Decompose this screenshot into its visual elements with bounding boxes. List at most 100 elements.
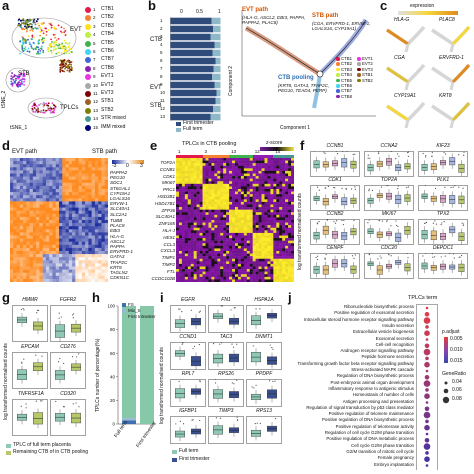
tsne-point <box>65 65 68 68</box>
e-heat-cell <box>181 251 186 254</box>
e-heat-cell <box>267 261 271 265</box>
e-heat-cell <box>208 238 212 241</box>
tsne-legend-id: 15 <box>93 124 99 130</box>
d-heat-cell <box>68 179 73 184</box>
tsne-point <box>30 26 33 28</box>
d-heat-cell <box>10 179 14 184</box>
e-heat-cell <box>240 240 245 244</box>
e-heat-cell <box>276 243 280 247</box>
d-heat-cell <box>75 201 79 205</box>
e-heat-cell <box>196 183 200 187</box>
e-heat-cell <box>176 243 180 247</box>
d-heat-cell <box>94 278 99 282</box>
e-heat-cell <box>264 251 268 254</box>
c-legend-label: STB1 <box>362 72 373 78</box>
d-heat-cell <box>72 269 76 273</box>
e-heat-cell <box>199 183 203 187</box>
d-heat-cell <box>29 266 34 270</box>
e-heat-cell <box>193 225 197 228</box>
e-heat-cell <box>226 248 230 252</box>
e-heat-cell <box>267 181 271 185</box>
e-heat-cell <box>223 158 227 161</box>
tsne-point <box>42 105 45 108</box>
e-heat-cell <box>237 217 242 221</box>
e-heat-cell <box>205 183 209 187</box>
d-heat-cell <box>49 216 53 221</box>
e-heat-cell <box>235 230 239 234</box>
d-heat-cell <box>101 164 106 168</box>
d-heat-cell <box>55 247 60 252</box>
d-heat-cell <box>39 170 43 174</box>
e-heat-cell <box>178 165 183 169</box>
e-heat-cell <box>255 181 259 185</box>
b-tick-0: 0 <box>180 9 183 15</box>
e-heat-cell <box>243 158 247 161</box>
e-heat-cell <box>258 243 262 247</box>
e-heat-cell <box>187 220 191 223</box>
e-heat-cell <box>270 279 274 282</box>
e-heat-cell <box>288 225 292 228</box>
e-heat-cell <box>196 232 200 236</box>
e-title: TPLCs in CTB pooling <box>182 141 237 147</box>
d-heat-cell <box>78 201 83 205</box>
e-heat-cell <box>199 251 203 254</box>
d-heat-cell <box>42 260 47 264</box>
e-heat-cell <box>211 158 215 161</box>
e-heat-cell <box>291 227 294 231</box>
d-heat-cell <box>39 182 43 187</box>
d-heat-cell <box>101 213 106 218</box>
e-heat-cell <box>214 253 218 257</box>
e-heat-cell <box>273 217 277 221</box>
tsne-point <box>24 48 27 51</box>
e-heat-cell <box>249 235 253 239</box>
e-heat-cell <box>282 276 286 280</box>
d-heat-cell <box>62 164 66 168</box>
d-heat-cell <box>42 263 47 267</box>
e-heat-cell <box>205 258 209 262</box>
e-heat-cell <box>258 261 262 265</box>
e-heat-cell <box>240 173 245 177</box>
tsne-legend-label: EVT3 <box>101 90 114 96</box>
e-heat-cell <box>288 220 292 223</box>
e-heat-cell <box>267 271 271 275</box>
e-heat-cell <box>199 271 203 275</box>
e-heat-cell <box>190 240 194 244</box>
e-heat-cell <box>252 209 256 213</box>
e-heat-cell <box>255 279 259 282</box>
d-heat-cell <box>91 195 96 199</box>
d-heat-cell <box>72 198 76 202</box>
d-heat-cell <box>88 247 92 252</box>
d-heat-cell <box>13 223 17 227</box>
e-heat-cell <box>237 165 242 169</box>
e-heat-cell <box>255 178 259 182</box>
d-heat-cell <box>88 167 92 171</box>
trajectory-plot <box>241 10 376 117</box>
e-heat-cell <box>264 183 268 187</box>
tsne-point <box>34 21 37 24</box>
d-heat-cell <box>49 164 53 168</box>
e-heat-cell <box>184 173 188 177</box>
d-heat-cell <box>23 170 27 174</box>
e-heat-cell <box>176 217 180 221</box>
d-heat-cell <box>81 247 86 252</box>
d-heat-cell <box>13 198 17 202</box>
e-heat-cell <box>217 181 221 185</box>
e-gene-label: ZFP36 <box>161 207 175 213</box>
e-heat-cell <box>255 235 259 239</box>
j-dot <box>425 306 429 310</box>
e-heat-cell <box>229 173 233 177</box>
e-heat-cell <box>261 196 265 200</box>
e-heat-cell <box>246 191 250 195</box>
e-heat-cell <box>291 225 294 228</box>
e-heat-cell <box>220 243 224 247</box>
e-heat-cell <box>273 178 277 182</box>
d-heat-cell <box>75 158 79 162</box>
d-heat-cell <box>94 257 99 261</box>
j-dot <box>425 401 429 404</box>
d-heat-cell <box>91 192 96 196</box>
d-heat-cell <box>55 263 60 267</box>
e-heat-cell <box>276 261 280 265</box>
e-heat-cell <box>196 248 200 252</box>
e-heat-cell <box>237 248 242 252</box>
